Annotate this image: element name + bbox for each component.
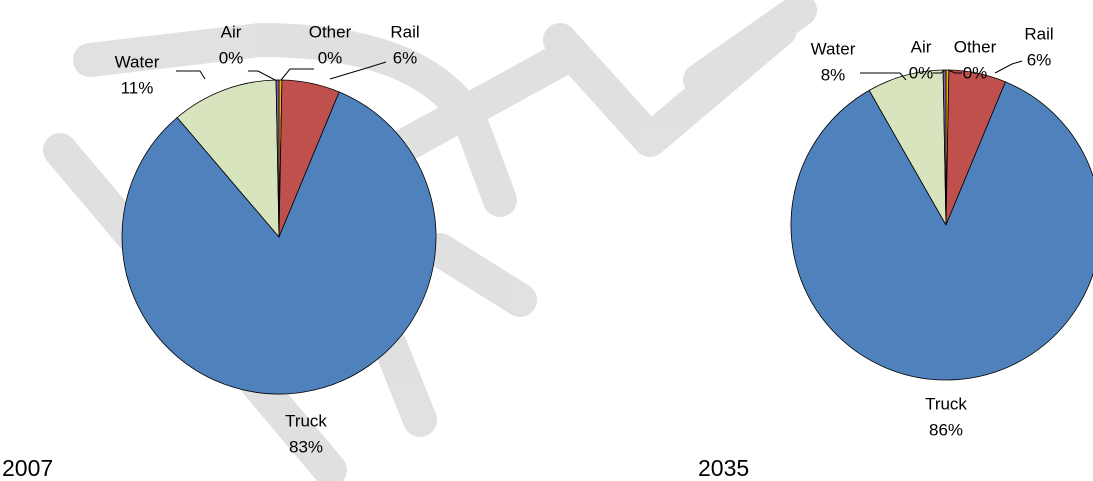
slice-value-label: 0% — [219, 48, 244, 67]
leader-line — [176, 70, 206, 80]
pie-slice — [176, 79, 280, 239]
slice-value-label: 0% — [318, 48, 343, 67]
leader-line — [860, 72, 907, 81]
leader-line — [933, 69, 946, 74]
slice-value-label: 8% — [821, 65, 846, 84]
slice-label: Rail — [1024, 24, 1053, 43]
slice-value-label: 83% — [289, 437, 323, 456]
slice-label: Truck — [925, 394, 967, 413]
slice-value-label: 6% — [393, 48, 418, 67]
slice-value-label: 0% — [909, 63, 934, 82]
slice-label: Water — [115, 52, 160, 71]
slice-label: Other — [309, 22, 352, 41]
leader-line — [280, 68, 314, 81]
slice-value-label: 86% — [929, 420, 963, 439]
pie-slice — [121, 91, 437, 395]
slice-label: Air — [221, 22, 242, 41]
slice-value-label: 11% — [121, 78, 154, 97]
chart-title: 2035 — [698, 455, 749, 481]
leader-line — [994, 60, 1023, 74]
pie-slice — [790, 81, 1093, 381]
slice-label: Air — [911, 37, 932, 56]
chart-title: 2007 — [2, 455, 53, 481]
slice-label: Rail — [390, 22, 419, 41]
slice-label: Other — [954, 37, 997, 56]
slice-label: Truck — [285, 411, 327, 430]
slice-label: Water — [811, 39, 856, 58]
slice-value-label: 6% — [1027, 50, 1052, 69]
slice-value-label: 0% — [963, 63, 988, 82]
leader-line — [947, 69, 962, 74]
leader-line — [248, 70, 278, 82]
leader-line — [329, 61, 387, 80]
